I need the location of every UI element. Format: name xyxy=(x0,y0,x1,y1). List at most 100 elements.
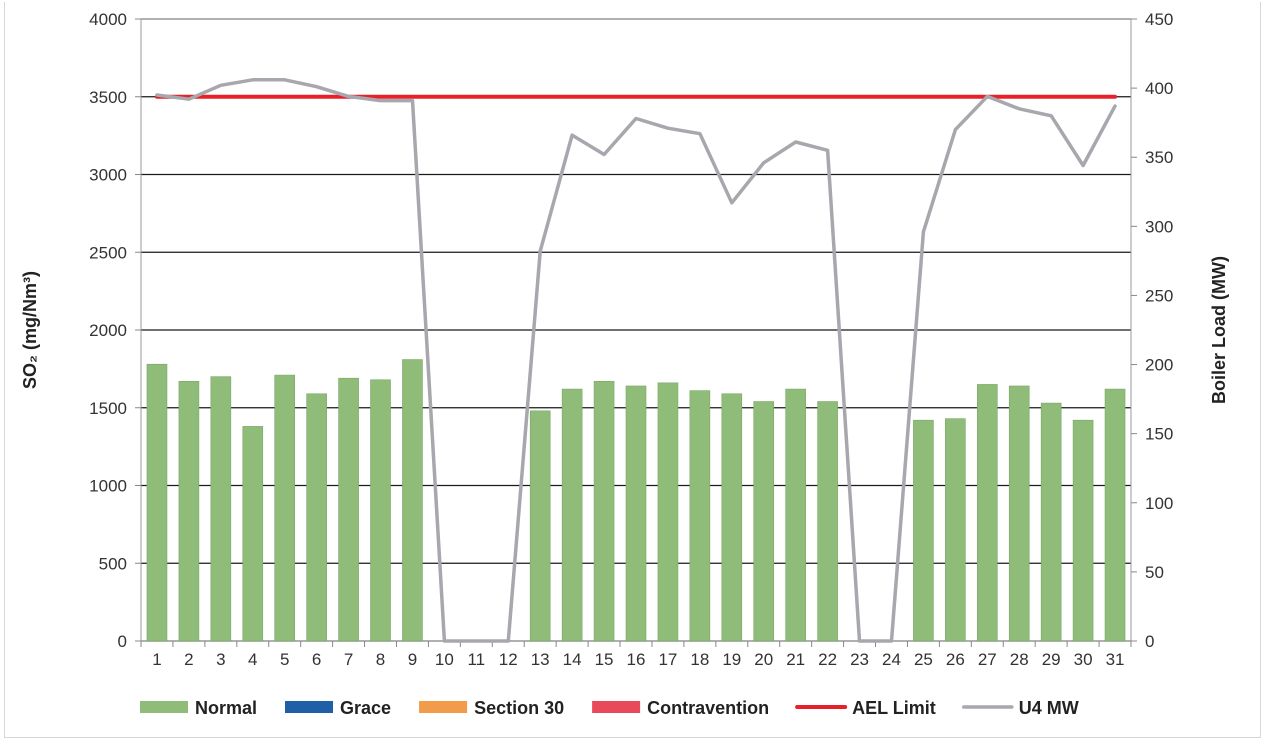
y2-tick-label: 0 xyxy=(1145,632,1154,651)
point-ael-limit xyxy=(443,95,446,98)
x-tick-label: 5 xyxy=(280,650,289,669)
point-ael-limit xyxy=(219,95,223,98)
y-tick-label: 2500 xyxy=(89,243,127,262)
bar-normal xyxy=(402,359,423,642)
point-u4-mw xyxy=(251,78,254,82)
y-tick-label: 4000 xyxy=(89,10,127,29)
point-ael-limit xyxy=(954,95,957,98)
x-tick-label: 16 xyxy=(627,650,646,669)
bar-normal xyxy=(657,382,679,642)
x-tick-label: 2 xyxy=(184,650,193,669)
y2-tick-label: 400 xyxy=(1145,79,1173,98)
x-tick-label: 1 xyxy=(152,650,161,669)
bar-normal xyxy=(338,377,359,642)
x-tick-label: 7 xyxy=(344,650,353,669)
point-ael-limit xyxy=(411,95,414,98)
point-ael-limit xyxy=(602,95,606,98)
x-tick-label: 22 xyxy=(818,650,837,669)
y-tick-label: 1000 xyxy=(89,477,127,496)
legend-swatch-section-30 xyxy=(419,701,468,713)
bar-normal xyxy=(1104,388,1126,642)
legend-label-grace: Grace xyxy=(340,698,391,718)
point-u4-mw xyxy=(986,95,989,98)
bar-normal xyxy=(529,410,551,642)
bar-normal xyxy=(178,381,200,642)
y2-tick-label: 200 xyxy=(1145,356,1173,375)
point-ael-limit xyxy=(922,95,925,98)
y-tick-label: 3500 xyxy=(89,88,127,107)
x-tick-label: 8 xyxy=(376,650,385,669)
y2-tick-label: 350 xyxy=(1145,148,1173,167)
point-u4-mw xyxy=(954,128,957,131)
bar-normal xyxy=(274,374,296,642)
point-ael-limit xyxy=(283,95,286,98)
x-tick-label: 9 xyxy=(408,650,417,669)
point-ael-limit xyxy=(762,95,765,98)
x-tick-label: 18 xyxy=(690,650,709,669)
chart-frame xyxy=(4,2,1261,738)
point-u4-mw xyxy=(730,201,734,205)
bar-normal xyxy=(1008,385,1030,642)
x-tick-label: 29 xyxy=(1042,650,1061,669)
x-tick-label: 4 xyxy=(248,650,257,669)
point-u4-mw xyxy=(347,95,350,98)
bar-normal xyxy=(785,388,806,642)
x-tick-label: 19 xyxy=(722,650,741,669)
y-tick-label: 1500 xyxy=(89,399,127,418)
bar-normal xyxy=(210,376,232,642)
legend-label-ael-limit: AEL Limit xyxy=(852,698,936,718)
y-axis-title: SO₂ (mg/Nm³) xyxy=(20,271,40,389)
point-u4-mw xyxy=(507,639,510,643)
point-u4-mw xyxy=(219,84,223,87)
x-tick-label: 20 xyxy=(754,650,773,669)
legend-swatch-normal xyxy=(140,701,188,713)
x-tick-label: 21 xyxy=(786,650,805,669)
x-tick-label: 30 xyxy=(1074,650,1093,669)
bar-normal xyxy=(593,381,615,642)
y-tick-label: 500 xyxy=(99,554,127,573)
point-ael-limit xyxy=(1049,95,1053,98)
point-u4-mw xyxy=(187,97,191,101)
bar-normal xyxy=(976,384,998,642)
point-ael-limit xyxy=(315,95,318,98)
point-u4-mw xyxy=(155,93,159,97)
x-tick-label: 31 xyxy=(1106,650,1125,669)
point-ael-limit xyxy=(666,95,670,98)
x-tick-label: 26 xyxy=(946,650,965,669)
x-tick-label: 27 xyxy=(978,650,997,669)
point-u4-mw xyxy=(411,99,414,102)
point-ael-limit xyxy=(890,95,893,98)
bar-normal xyxy=(913,419,934,642)
legend-swatch-contravention xyxy=(592,701,641,713)
point-ael-limit xyxy=(475,95,478,98)
y2-tick-label: 250 xyxy=(1145,286,1173,305)
x-tick-label: 13 xyxy=(531,650,550,669)
bar-normal xyxy=(1040,402,1062,642)
point-u4-mw xyxy=(538,250,542,253)
bar-normal xyxy=(945,418,966,642)
point-ael-limit xyxy=(570,95,574,98)
legend-label-u4-mw: U4 MW xyxy=(1019,698,1079,718)
y-tick-label: 3000 xyxy=(89,166,127,185)
legend-label-section-30: Section 30 xyxy=(474,698,564,718)
x-tick-label: 14 xyxy=(563,650,582,669)
point-u4-mw xyxy=(634,117,638,120)
bar-normal xyxy=(721,393,743,642)
x-tick-label: 15 xyxy=(595,650,614,669)
point-u4-mw xyxy=(858,639,861,643)
point-ael-limit xyxy=(794,95,797,98)
point-ael-limit xyxy=(858,95,861,98)
bar-normal xyxy=(817,401,838,642)
point-ael-limit xyxy=(634,95,638,98)
x-tick-label: 25 xyxy=(914,650,933,669)
point-u4-mw xyxy=(794,140,797,144)
point-u4-mw xyxy=(922,230,925,234)
legend-swatch-grace xyxy=(285,701,334,713)
bar-normal xyxy=(242,426,264,642)
point-u4-mw xyxy=(826,149,829,152)
y2-tick-label: 450 xyxy=(1145,10,1173,29)
point-u4-mw xyxy=(315,85,318,88)
y2-tick-label: 150 xyxy=(1145,425,1173,444)
point-u4-mw xyxy=(475,639,478,643)
